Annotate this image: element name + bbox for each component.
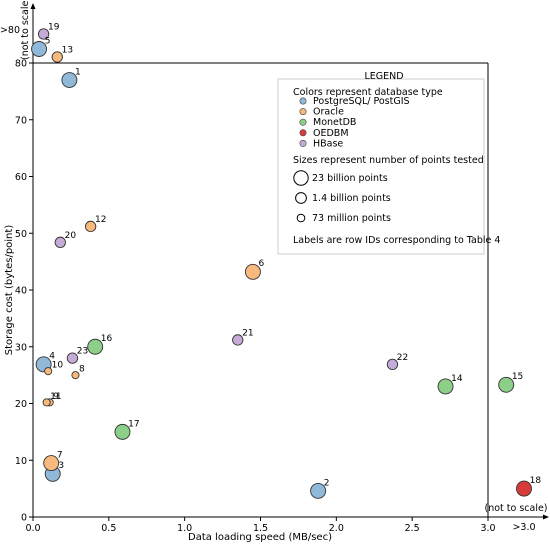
data-point-21 xyxy=(232,334,244,346)
data-point-23 xyxy=(66,352,79,364)
point-label-18: 18 xyxy=(530,476,542,486)
y-overflow-tick: >80 xyxy=(0,25,20,36)
point-label-17: 17 xyxy=(128,419,139,429)
point-label-15: 15 xyxy=(512,372,523,382)
data-point-2 xyxy=(310,482,327,499)
point-label-3: 3 xyxy=(58,461,64,471)
y-tick-label: 60 xyxy=(15,172,27,183)
legend-swatch xyxy=(299,108,307,116)
x-tick-label: 0.5 xyxy=(101,523,116,534)
y-tick-label: 50 xyxy=(15,229,27,240)
legend-db-type-label: HBase xyxy=(313,138,343,149)
legend-box xyxy=(277,78,485,255)
y-ticks: 0 10 20 30 40 50 60 70 80 xyxy=(15,59,33,524)
legend-swatch xyxy=(299,97,307,105)
legend-db-type-label: MonetDB xyxy=(313,117,356,128)
legend-size-swatch xyxy=(295,192,307,204)
point-label-9: 9 xyxy=(53,392,59,402)
point-label-12: 12 xyxy=(95,215,106,225)
point-label-13: 13 xyxy=(62,46,73,56)
legend-size-swatch xyxy=(296,213,306,223)
legend-size-label: 73 million points xyxy=(312,213,391,224)
data-point-13 xyxy=(51,51,63,63)
point-label-11: 11 xyxy=(50,392,61,402)
y-overflow-note: (not to scale) xyxy=(20,0,31,60)
point-label-19: 19 xyxy=(48,23,60,33)
x-overflow-note: (not to scale) xyxy=(484,503,547,514)
data-point-19 xyxy=(37,28,50,40)
data-point-5 xyxy=(31,41,48,57)
y-tick-label: 80 xyxy=(15,59,27,70)
legend-sizes-heading: Sizes represent number of points tested xyxy=(293,155,484,166)
y-tick-label: 70 xyxy=(15,115,27,126)
point-label-7: 7 xyxy=(57,450,63,460)
data-point-20 xyxy=(54,236,66,248)
point-label-21: 21 xyxy=(242,329,253,339)
x-tick-label: 1.5 xyxy=(253,523,268,534)
legend-size-label: 23 billion points xyxy=(312,173,388,184)
data-points xyxy=(31,28,532,499)
legend-swatch xyxy=(299,139,307,147)
data-point-22 xyxy=(386,358,399,370)
legend-labels-note: Labels are row IDs corresponding to Tabl… xyxy=(293,235,500,246)
x-tick-label: 0.0 xyxy=(25,523,40,534)
y-axis-label: Storage cost (bytes/point) xyxy=(4,225,15,356)
y-tick-label: 20 xyxy=(15,399,27,410)
data-point-14 xyxy=(437,378,454,395)
x-tick-label: 3.0 xyxy=(480,523,495,534)
y-tick-label: 40 xyxy=(15,286,27,297)
data-point-8 xyxy=(71,371,80,380)
data-point-17 xyxy=(114,423,131,440)
legend-swatch xyxy=(299,118,307,126)
axes xyxy=(30,3,549,520)
point-label-2: 2 xyxy=(324,478,330,488)
legend-colors-heading: Colors represent database type xyxy=(293,87,443,98)
point-label-22: 22 xyxy=(397,353,408,363)
legend-title: LEGEND xyxy=(364,71,403,82)
data-point-1 xyxy=(61,72,78,88)
point-label-23: 23 xyxy=(77,347,88,357)
point-label-8: 8 xyxy=(79,365,85,375)
point-label-10: 10 xyxy=(52,361,64,371)
data-point-15 xyxy=(498,376,515,393)
legend-swatch xyxy=(299,129,307,137)
data-point-7 xyxy=(43,455,60,472)
point-label-5: 5 xyxy=(45,36,51,46)
data-point-12 xyxy=(84,220,97,233)
data-point-11 xyxy=(42,398,51,407)
point-label-4: 4 xyxy=(49,352,55,362)
legend-size-swatch xyxy=(293,170,309,186)
y-tick-label: 30 xyxy=(15,342,27,353)
x-axis-arrow xyxy=(543,514,549,520)
point-label-16: 16 xyxy=(101,334,113,344)
legend: LEGEND Colors represent database type Po… xyxy=(277,71,500,255)
legend-db-type-label: Oracle xyxy=(313,107,344,118)
data-point-6 xyxy=(244,263,261,280)
y-tick-label: 10 xyxy=(15,456,27,467)
data-point-16 xyxy=(87,338,104,355)
y-axis-arrow xyxy=(30,3,36,9)
data-point-18 xyxy=(516,480,532,497)
y-tick-label: 0 xyxy=(21,513,27,524)
x-overflow-tick: >3.0 xyxy=(512,522,535,533)
data-point-10 xyxy=(44,367,53,376)
legend-db-type-label: PostgreSQL/ PostGIS xyxy=(313,96,410,107)
legend-db-types: PostgreSQL/ PostGISOracleMonetDBOEDBMHBa… xyxy=(299,96,410,149)
point-label-14: 14 xyxy=(451,374,463,384)
x-tick-label: 2.0 xyxy=(329,523,344,534)
point-label-20: 20 xyxy=(65,231,77,241)
legend-size-label: 1.4 billion points xyxy=(312,193,391,204)
x-ticks: 0.0 0.5 1.0 1.5 2.0 2.5 3.0 xyxy=(25,517,496,534)
legend-db-type-label: OEDBM xyxy=(313,128,349,139)
legend-sizes: 23 billion points 1.4 billion points 73 mi… xyxy=(293,170,391,224)
point-label-1: 1 xyxy=(75,67,81,77)
x-axis-label: Data loading speed (MB/sec) xyxy=(188,532,332,543)
x-tick-label: 1.0 xyxy=(177,523,192,534)
point-label-6: 6 xyxy=(259,259,265,269)
x-tick-label: 2.5 xyxy=(405,523,420,534)
